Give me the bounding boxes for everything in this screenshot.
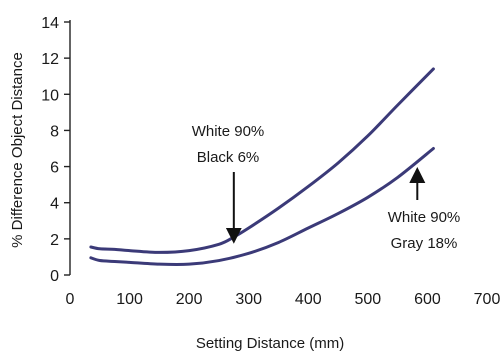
x-tick-label: 100 [116, 291, 143, 308]
y-tick-label: 14 [41, 15, 59, 32]
series-lines [89, 67, 435, 267]
y-tick-label: 10 [41, 87, 59, 104]
x-tick-label: 200 [176, 291, 203, 308]
x-tick-label: 0 [66, 291, 75, 308]
annotation-label-line: White 90% [388, 209, 461, 226]
series-line-1 [89, 67, 435, 254]
annotation-label-line: Black 6% [197, 149, 260, 166]
y-axis: 0 2 4 6 8 10 12 14 [41, 15, 71, 285]
x-tick-label: 300 [235, 291, 262, 308]
y-tick-label: 0 [50, 268, 59, 285]
y-axis-title: % Difference Object Distance [9, 52, 26, 248]
y-tick-label: 6 [50, 160, 59, 177]
x-axis: 0 100 200 300 400 500 600 700 [66, 291, 501, 308]
y-tick-label: 8 [50, 123, 59, 140]
annotation-label-line: Gray 18% [391, 235, 458, 252]
y-tick-label: 12 [41, 51, 59, 68]
x-tick-label: 600 [414, 291, 441, 308]
x-tick-label: 400 [295, 291, 322, 308]
annotation-label-line: White 90% [192, 123, 265, 140]
y-tick-label: 4 [50, 196, 59, 213]
y-tick-label: 2 [50, 232, 59, 249]
x-tick-label: 500 [355, 291, 382, 308]
x-axis-title: Setting Distance (mm) [196, 335, 344, 352]
x-tick-label: 700 [474, 291, 501, 308]
annotations: White 90% Black 6% White 90% Gray 18% [192, 123, 461, 252]
series-line-2 [89, 147, 435, 267]
